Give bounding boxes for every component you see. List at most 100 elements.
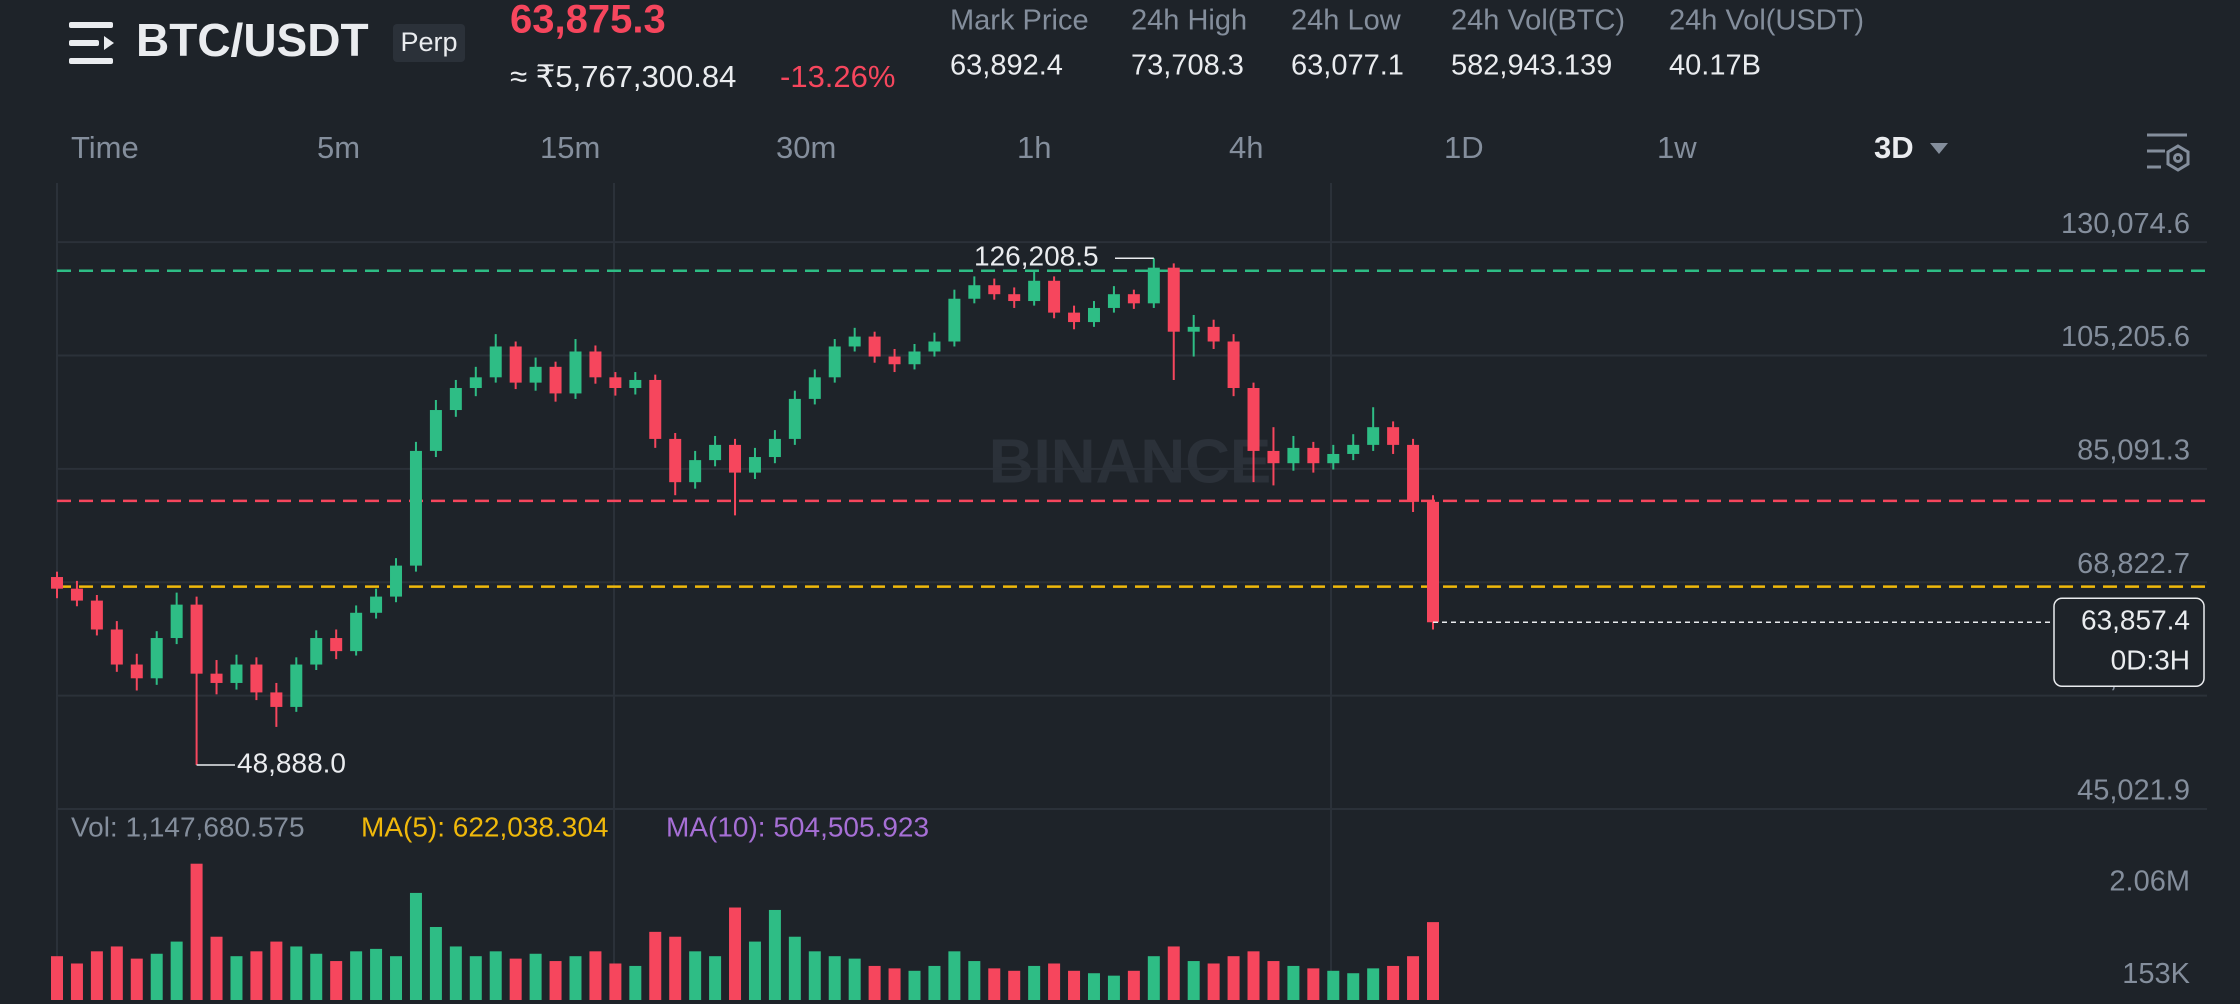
badge-bg <box>393 24 465 62</box>
volume-bar <box>1367 968 1380 1000</box>
candle-body <box>689 460 702 483</box>
settings-icon[interactable] <box>2147 133 2190 172</box>
y-tick-label: 45,021.9 <box>2077 775 2190 807</box>
volume-bar <box>130 958 143 1000</box>
candle-body <box>210 673 223 683</box>
volume-bar <box>868 965 881 1000</box>
candle-body <box>230 664 243 683</box>
volume-bar <box>629 965 642 1000</box>
volume-bar <box>1427 922 1439 1000</box>
volume-bar <box>689 951 702 1000</box>
volume-bar <box>170 941 183 1000</box>
candle-body <box>669 438 682 483</box>
candle-body <box>150 638 163 679</box>
volume-bar <box>290 946 303 1000</box>
stat-label: Mark Price <box>950 5 1089 37</box>
interval-tab[interactable]: 30m <box>776 130 836 165</box>
volume-bar <box>1407 956 1420 1000</box>
candle-body <box>250 664 263 693</box>
stat-label: 24h Vol(USDT) <box>1669 5 1864 37</box>
stat-label: 24h High <box>1131 5 1247 37</box>
candle-body <box>888 356 901 365</box>
candle-body <box>1327 453 1340 464</box>
candle-body <box>828 346 841 378</box>
volume-bar <box>1307 968 1320 1000</box>
menu-icon[interactable] <box>69 22 114 64</box>
candle-body <box>1167 267 1180 332</box>
low-label: 48,888.0 <box>237 747 346 778</box>
stat-label: 24h Low <box>1291 5 1402 37</box>
volume-bar <box>649 931 662 1000</box>
volume-bar <box>1028 965 1041 1000</box>
volume-bar <box>509 958 522 1000</box>
volume-legend: MA(5): 622,038.304 <box>361 811 609 842</box>
candle-body <box>928 341 941 352</box>
volume-bar <box>669 936 682 1000</box>
candle-body <box>629 379 642 388</box>
candle-body <box>130 664 143 679</box>
interval-tab[interactable]: Time <box>71 130 139 165</box>
candle-body <box>51 577 63 589</box>
volume-bar <box>90 951 103 1000</box>
volume-bar <box>729 907 742 1000</box>
volume-bar <box>888 968 901 1000</box>
candle-body <box>409 450 422 566</box>
menu-bar <box>69 40 99 46</box>
volume-bar <box>1048 963 1061 1000</box>
candle-body <box>1087 307 1100 323</box>
y-tick-label: 130,074.6 <box>2061 208 2190 240</box>
volume-bar <box>808 951 821 1000</box>
volume-bar <box>1167 946 1180 1000</box>
volume-bar <box>469 956 482 1000</box>
stat-label: 24h Vol(BTC) <box>1451 5 1625 37</box>
candle-body <box>788 398 801 439</box>
volume-bar <box>828 956 841 1000</box>
volume-bar <box>489 951 502 1000</box>
candle-body <box>270 692 283 707</box>
interval-tab[interactable]: 1w <box>1657 130 1697 165</box>
volume-bar <box>70 963 83 1000</box>
settings-lines <box>2147 133 2187 169</box>
volume-bar <box>350 951 363 1000</box>
candle-body <box>988 285 1001 295</box>
candle-body <box>190 604 203 674</box>
candle-body <box>390 565 403 597</box>
candle-body <box>449 387 462 411</box>
interval-tab[interactable]: 3D <box>1874 130 1914 165</box>
volume-bar <box>390 956 403 1000</box>
candle-body <box>1028 280 1041 302</box>
symbol[interactable]: BTC/USDT <box>136 14 369 66</box>
interval-tab[interactable]: 1D <box>1444 130 1484 165</box>
volume-tick-label: 153K <box>2122 958 2190 990</box>
candle-body <box>330 638 343 652</box>
interval-tab[interactable]: 5m <box>317 130 360 165</box>
volume-legend: Vol: 1,147,680.575 <box>71 811 305 842</box>
volume-bar <box>330 961 343 1000</box>
volume-bar <box>1347 973 1360 1000</box>
interval-tab[interactable]: 1h <box>1017 130 1051 165</box>
volume-bar <box>569 956 582 1000</box>
candle-body <box>729 444 742 473</box>
volume-bar <box>449 946 462 1000</box>
change: -13.26% <box>780 59 895 94</box>
dropdown-arrow <box>1930 143 1948 154</box>
candle-body <box>1068 312 1081 323</box>
interval-tab[interactable]: 4h <box>1229 130 1263 165</box>
volume-bar <box>409 892 422 1000</box>
volume-bar <box>768 909 781 1000</box>
interval-tab[interactable]: 15m <box>540 130 600 165</box>
candle-body <box>1247 387 1260 451</box>
volume-bar <box>190 863 203 1000</box>
volume-bar <box>908 970 921 1000</box>
candle-body <box>848 336 861 347</box>
candle-body <box>908 351 921 365</box>
candle-body <box>1407 444 1420 502</box>
candle-body <box>1207 326 1220 342</box>
candle-body <box>1347 444 1360 454</box>
volume-bar <box>549 961 562 1000</box>
volume-bar <box>310 953 323 1000</box>
candle-body <box>609 377 622 388</box>
volume-bar <box>948 951 961 1000</box>
volume-bar <box>1387 965 1400 1000</box>
